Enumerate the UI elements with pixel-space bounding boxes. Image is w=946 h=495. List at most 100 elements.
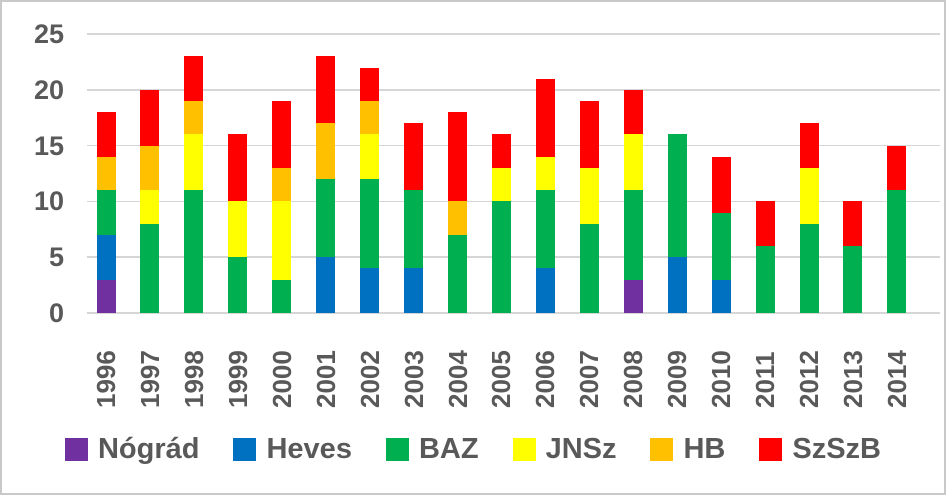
x-axis-tick-label: 2004: [442, 350, 473, 408]
bar-segment-szszb: [491, 134, 511, 168]
x-axis-tick-label: 1997: [134, 350, 165, 408]
bar-segment-heves: [316, 257, 336, 313]
bar-segment-szszb: [96, 112, 116, 157]
legend-item: SzSzB: [759, 434, 881, 464]
bar-segment-jnsz: [140, 190, 160, 224]
bar-segment-baz: [843, 246, 863, 313]
legend-item: BAZ: [385, 434, 479, 464]
bar-segment-baz: [535, 190, 555, 269]
bar-segment-szszb: [799, 123, 819, 168]
legend-label: Heves: [266, 432, 352, 465]
bar-segment-szszb: [184, 56, 204, 101]
bar-column: [887, 145, 907, 313]
bar-segment-baz: [579, 223, 599, 313]
x-axis-tick-label: 2014: [881, 350, 912, 408]
bar-segment-nógrád: [96, 279, 116, 313]
gridline: [87, 33, 940, 35]
legend-item: JNSz: [512, 432, 617, 465]
bar-segment-szszb: [711, 156, 731, 213]
x-axis-tick-label: 2002: [354, 350, 385, 408]
bar-segment-baz: [623, 190, 643, 280]
bar-column: [623, 89, 643, 313]
bar-segment-szszb: [535, 78, 555, 157]
bar-column: [579, 100, 599, 313]
bar-segment-baz: [140, 223, 160, 313]
bar-segment-hb: [316, 123, 336, 180]
bar-segment-hb: [140, 145, 160, 191]
bar-column: [448, 112, 468, 313]
bar-segment-baz: [228, 257, 248, 313]
bar-segment-baz: [755, 246, 775, 313]
bar-segment-jnsz: [535, 156, 555, 191]
x-axis-tick-label: 2005: [486, 350, 517, 408]
x-axis-tick-label: 2010: [706, 350, 737, 408]
bar-segment-nógrád: [623, 279, 643, 313]
gridline: [87, 256, 940, 258]
bar-column: [316, 56, 336, 313]
bar-column: [140, 89, 160, 313]
bar-segment-hb: [272, 167, 292, 202]
bar-segment-szszb: [228, 134, 248, 202]
bar-segment-szszb: [272, 101, 292, 168]
legend-swatch: [759, 437, 783, 461]
bar-segment-jnsz: [579, 167, 599, 224]
bar-segment-szszb: [579, 100, 599, 168]
bar-segment-baz: [184, 190, 204, 313]
legend-label: JNSz: [545, 432, 617, 465]
bar-segment-szszb: [843, 201, 863, 247]
bar-segment-jnsz: [491, 167, 511, 202]
bar-segment-szszb: [448, 112, 468, 202]
bar-segment-baz: [667, 134, 687, 258]
legend-item: Heves: [233, 432, 352, 465]
y-axis-tick-label: 15: [33, 130, 64, 161]
bar-segment-heves: [535, 268, 555, 313]
bar-segment-hb: [448, 201, 468, 235]
bar-column: [667, 134, 687, 313]
x-axis-tick-label: 2011: [750, 351, 781, 408]
x-axis-tick-label: 2006: [530, 350, 561, 408]
y-axis-tick-label: 25: [33, 19, 64, 49]
bar-segment-szszb: [887, 145, 907, 191]
bar-column: [843, 201, 863, 313]
bar-segment-jnsz: [799, 167, 819, 224]
legend-item: Nógrád: [64, 434, 199, 464]
bar-segment-heves: [667, 257, 687, 313]
bar-segment-szszb: [316, 56, 336, 124]
bar-segment-hb: [360, 101, 380, 135]
legend-swatch: [512, 437, 536, 461]
plot-area: [87, 33, 940, 314]
x-axis-tick-label: 2009: [662, 350, 693, 408]
bar-segment-heves: [360, 268, 380, 313]
bar-segment-jnsz: [184, 134, 204, 191]
x-axis-tick-label: 1999: [222, 350, 253, 408]
bar-segment-szszb: [623, 89, 643, 135]
legend-swatch: [385, 437, 409, 461]
x-axis-tick-label: 2000: [266, 350, 297, 408]
bar-segment-baz: [491, 201, 511, 313]
gridline: [87, 89, 940, 91]
x-axis-tick-label: 2013: [837, 350, 868, 408]
bar-column: [755, 201, 775, 313]
bar-segment-szszb: [755, 201, 775, 247]
bar-segment-baz: [96, 190, 116, 235]
bar-segment-jnsz: [360, 134, 380, 180]
gridline: [87, 312, 940, 314]
bar-segment-baz: [272, 279, 292, 313]
y-axis-tick-label: 20: [33, 74, 64, 105]
bar-segment-baz: [316, 179, 336, 258]
x-axis-tick-label: 1996: [91, 350, 121, 408]
gridline: [87, 144, 940, 147]
x-axis-tick-label: 2003: [398, 350, 429, 408]
bar-segment-baz: [711, 212, 731, 280]
x-axis-tick-label: 2001: [310, 350, 341, 408]
bar-column: [711, 156, 731, 313]
legend-swatch: [233, 437, 257, 461]
bar-column: [799, 123, 819, 313]
legend-swatch: [650, 437, 674, 461]
bar-segment-szszb: [360, 67, 380, 102]
bar-segment-heves: [404, 268, 424, 313]
bar-column: [96, 112, 116, 313]
bar-column: [228, 134, 248, 313]
bar-column: [360, 67, 380, 313]
